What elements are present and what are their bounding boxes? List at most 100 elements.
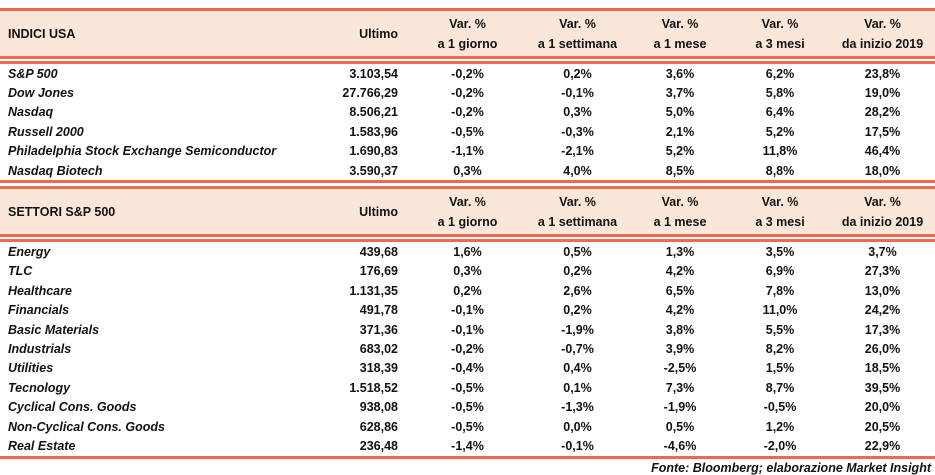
row-var-value: -0,4%	[451, 361, 484, 376]
row-var-value: 17,3%	[864, 322, 901, 337]
row-var-value: 8,5%	[665, 163, 695, 178]
row-var-value: 6,2%	[765, 66, 795, 81]
row-name: Philadelphia Stock Exchange Semiconducto…	[8, 144, 277, 159]
row-name: Healthcare	[8, 283, 72, 298]
col-header-var: Var. % a 1 giorno	[410, 14, 525, 54]
row-var-value: 27,3%	[864, 264, 901, 279]
row-name: S&P 500	[8, 66, 58, 81]
row-var-value: 28,2%	[864, 105, 901, 120]
row-name: Financials	[8, 303, 70, 318]
row-var-value: 5,8%	[765, 86, 795, 101]
col-header-var: Var. % a 3 mesi	[730, 192, 830, 232]
row-var-value: 11,0%	[762, 303, 798, 318]
row-var-value: 17,5%	[864, 124, 901, 139]
row-var-value: 0,0%	[563, 419, 592, 434]
row-var-value: -0,2%	[451, 341, 484, 356]
var-period-label: a 1 giorno	[437, 214, 498, 229]
table-row: Financials 491,78 -0,1% 0,2% 4,2% 11,0% 24,2%	[0, 301, 935, 320]
row-last-value: 1.583,96	[349, 124, 398, 139]
row-var-value: 7,3%	[665, 380, 695, 395]
row-var-value: 4,2%	[665, 303, 695, 318]
var-percent-label: Var. %	[661, 16, 699, 31]
row-var-value: -0,5%	[451, 400, 484, 415]
table-row: Nasdaq 8.506,21 -0,2% 0,3% 5,0% 6,4% 28,2%	[0, 103, 935, 122]
row-var-value: -0,2%	[451, 66, 484, 81]
row-var-value: 8,8%	[765, 163, 795, 178]
row-last-value: 176,69	[359, 264, 398, 279]
col-header-ultimo: Ultimo	[359, 26, 398, 41]
row-last-value: 318,39	[359, 361, 398, 376]
col-header-var: Var. % a 3 mesi	[730, 14, 830, 54]
row-last-value: 1.518,52	[349, 380, 398, 395]
row-var-value: 3,8%	[665, 322, 695, 337]
row-last-value: 236,48	[359, 438, 398, 453]
row-var-value: 6,4%	[765, 105, 795, 120]
row-var-value: -0,1%	[451, 303, 484, 318]
col-header-ultimo: Ultimo	[359, 204, 398, 219]
row-var-value: 24,2%	[864, 303, 901, 318]
row-var-value: 0,5%	[665, 419, 695, 434]
row-var-value: 1,2%	[765, 419, 795, 434]
var-percent-label: Var. %	[864, 16, 901, 31]
row-var-value: -1,4%	[451, 438, 484, 453]
row-var-value: 4,0%	[563, 163, 592, 178]
table-title: SETTORI S&P 500	[8, 204, 116, 219]
row-last-value: 1.131,35	[349, 283, 398, 298]
row-var-value: 0,3%	[453, 264, 482, 279]
row-var-value: 39,5%	[864, 380, 901, 395]
row-name: Industrials	[8, 341, 72, 356]
table-row: Russell 2000 1.583,96 -0,5% -0,3% 2,1% 5,2% 17…	[0, 122, 935, 141]
row-var-value: 8,7%	[765, 380, 795, 395]
source-note: Fonte: Bloomberg; elaborazione Market In…	[651, 460, 931, 475]
row-var-value: 3,6%	[665, 66, 695, 81]
row-var-value: 11,8%	[762, 144, 798, 159]
row-var-value: -0,1%	[561, 86, 594, 101]
col-header-var: Var. % a 1 settimana	[525, 192, 630, 232]
row-var-value: 5,2%	[765, 124, 795, 139]
row-last-value: 491,78	[359, 303, 398, 318]
row-last-value: 628,86	[359, 419, 398, 434]
col-header-var: Var. % a 1 settimana	[525, 14, 630, 54]
row-name: Utilities	[8, 361, 54, 376]
row-var-value: -0,1%	[561, 438, 594, 453]
row-var-value: 3,5%	[765, 245, 795, 260]
var-percent-label: Var. %	[761, 16, 799, 31]
row-var-value: -1,3%	[561, 400, 594, 415]
row-var-value: 0,4%	[563, 361, 592, 376]
var-period-label: a 1 mese	[653, 214, 707, 229]
row-var-value: -2,1%	[561, 144, 594, 159]
table-row: Dow Jones 27.766,29 -0,2% -0,1% 3,7% 5,8% 19,0…	[0, 83, 935, 102]
table-body: S&P 500 3.103,54 -0,2% 0,2% 3,6% 6,2% 23,8% Dow…	[0, 64, 935, 180]
row-var-value: 1,5%	[765, 361, 795, 376]
col-header-var: Var. % a 1 mese	[630, 192, 730, 232]
row-var-value: 0,5%	[563, 245, 592, 260]
row-var-value: 23,8%	[864, 66, 901, 81]
row-var-value: 5,5%	[765, 322, 795, 337]
var-percent-label: Var. %	[559, 194, 596, 209]
row-var-value: 18,0%	[864, 163, 901, 178]
row-var-value: -2,0%	[763, 438, 797, 453]
row-var-value: 8,2%	[765, 341, 795, 356]
var-percent-label: Var. %	[761, 194, 799, 209]
row-var-value: 0,2%	[563, 66, 592, 81]
row-name: Dow Jones	[8, 86, 74, 101]
row-name: Basic Materials	[8, 322, 100, 337]
table-row: Basic Materials 371,36 -0,1% -1,9% 3,8% 5,5% 1…	[0, 320, 935, 339]
row-name: Nasdaq Biotech	[8, 163, 103, 178]
row-var-value: -1,9%	[663, 400, 697, 415]
table-row: Energy 439,68 1,6% 0,5% 1,3% 3,5% 3,7%	[0, 242, 935, 261]
table-row: Tecnology 1.518,52 -0,5% 0,1% 7,3% 8,7% 39,5%	[0, 378, 935, 397]
row-last-value: 371,36	[359, 322, 398, 337]
row-name: Non-Cyclical Cons. Goods	[8, 419, 165, 434]
table-bottom-rule	[0, 180, 935, 184]
row-var-value: 0,1%	[563, 380, 592, 395]
col-header-var: Var. % da inizio 2019	[830, 14, 935, 54]
row-var-value: 3,9%	[665, 341, 695, 356]
row-var-value: 2,6%	[563, 283, 592, 298]
table-indici-usa: INDICI USA Ultimo Var. % a 1 giorno Var. % a …	[0, 8, 935, 184]
col-header-var: Var. % a 1 giorno	[410, 192, 525, 232]
table-header-row: SETTORI S&P 500 Ultimo Var. % a 1 giorno Var…	[0, 189, 935, 235]
row-var-value: 18,5%	[864, 361, 901, 376]
table-row: S&P 500 3.103,54 -0,2% 0,2% 3,6% 6,2% 23,8%	[0, 64, 935, 83]
